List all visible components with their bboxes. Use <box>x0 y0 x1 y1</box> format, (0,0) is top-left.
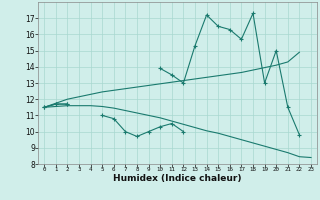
X-axis label: Humidex (Indice chaleur): Humidex (Indice chaleur) <box>113 174 242 183</box>
